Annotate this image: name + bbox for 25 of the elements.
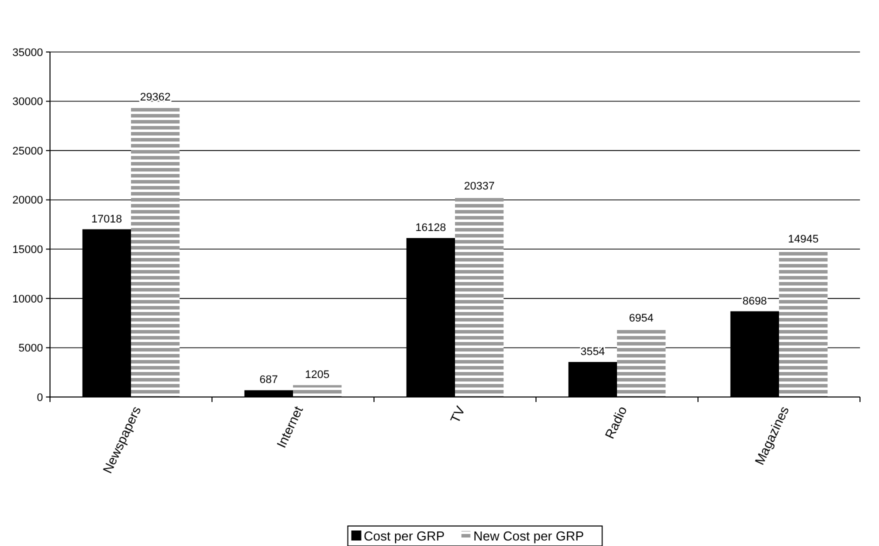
bar bbox=[455, 196, 504, 397]
y-tick-label: 5000 bbox=[18, 342, 43, 355]
legend-label: New Cost per GRP bbox=[473, 528, 584, 544]
data-label: 1205 bbox=[305, 369, 330, 382]
data-label: 16128 bbox=[415, 222, 446, 234]
bar bbox=[617, 328, 666, 397]
data-label: 8698 bbox=[742, 295, 767, 308]
data-label: 14945 bbox=[788, 234, 819, 246]
data-label: 17018 bbox=[91, 213, 122, 226]
data-label: 20337 bbox=[464, 180, 495, 193]
y-tick-label: 15000 bbox=[12, 244, 43, 256]
y-tick-label: 35000 bbox=[12, 46, 43, 59]
y-tick-label: 0 bbox=[36, 392, 43, 404]
bar bbox=[131, 108, 180, 397]
y-tick-label: 10000 bbox=[12, 293, 43, 306]
data-label: 29362 bbox=[140, 92, 171, 104]
data-label: 687 bbox=[260, 374, 278, 386]
y-tick-label: 20000 bbox=[12, 194, 43, 207]
y-tick-label: 30000 bbox=[12, 96, 43, 108]
y-tick-label: 25000 bbox=[12, 145, 43, 158]
x-tick-label: TV bbox=[447, 404, 468, 426]
data-label: 6954 bbox=[629, 312, 654, 324]
legend-label: Cost per GRP bbox=[364, 528, 445, 544]
bar bbox=[293, 385, 342, 397]
x-tick-label: Radio bbox=[602, 404, 630, 441]
